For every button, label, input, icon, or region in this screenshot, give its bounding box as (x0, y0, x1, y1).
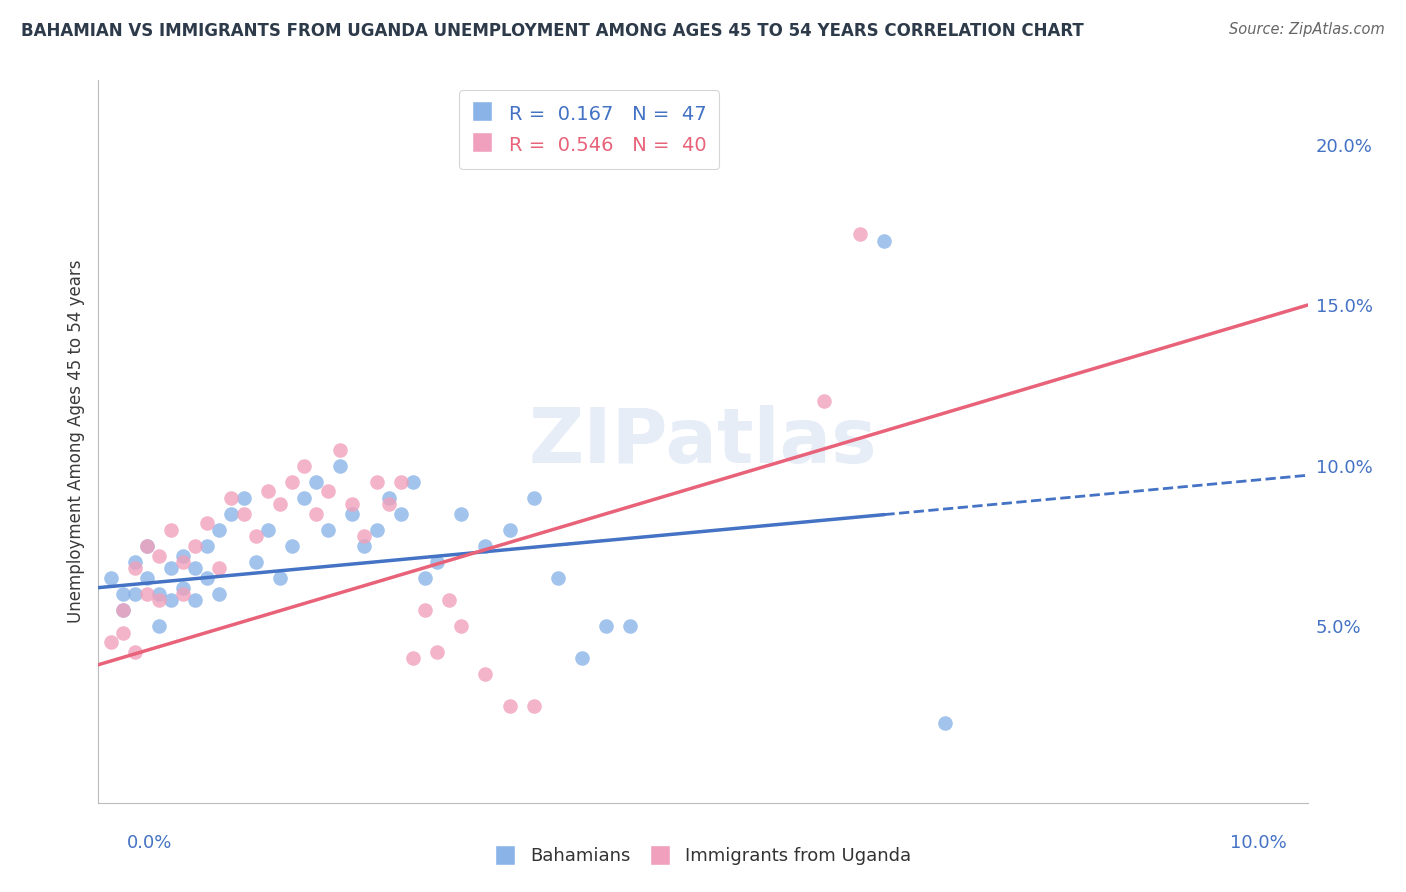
Point (135, 539, 157, 553)
Point (377, 497, 399, 511)
Point (305, 475, 328, 489)
Point (873, 234, 896, 248)
Legend: Bahamians, Immigrants from Uganda: Bahamians, Immigrants from Uganda (488, 840, 918, 872)
Point (160, 561, 183, 575)
Point (813, 394, 835, 409)
Point (208, 587, 231, 601)
Point (135, 539, 157, 553)
Point (426, 555, 449, 569)
Point (305, 507, 328, 521)
Point (245, 555, 267, 569)
Point (329, 458, 352, 473)
Point (111, 625, 134, 640)
Point (172, 549, 194, 563)
Point (849, 227, 872, 242)
Point (172, 587, 194, 601)
Point (256, 523, 278, 537)
Text: Source: ZipAtlas.com: Source: ZipAtlas.com (1229, 22, 1385, 37)
Point (172, 555, 194, 569)
Point (256, 484, 278, 499)
Point (148, 593, 170, 607)
Point (208, 561, 231, 575)
Point (269, 571, 291, 585)
Point (426, 645, 449, 659)
Point (184, 561, 207, 575)
Point (124, 561, 146, 575)
Point (329, 442, 352, 457)
Point (413, 571, 436, 585)
Point (413, 603, 436, 617)
Point (437, 593, 460, 607)
Point (498, 699, 520, 714)
Legend: R =  0.167   N =  47, R =  0.546   N =  40: R = 0.167 N = 47, R = 0.546 N = 40 (458, 90, 718, 169)
Point (124, 645, 146, 659)
Point (402, 475, 425, 489)
Point (232, 491, 254, 505)
Point (366, 523, 388, 537)
Point (195, 516, 218, 531)
Point (148, 549, 170, 563)
Point (100, 635, 122, 649)
Point (498, 523, 520, 537)
Point (474, 539, 496, 553)
Point (160, 523, 183, 537)
Point (195, 571, 218, 585)
Point (232, 507, 254, 521)
Point (135, 571, 157, 585)
Point (292, 458, 315, 473)
Text: ZIPatlas: ZIPatlas (529, 405, 877, 478)
Point (523, 491, 546, 505)
Point (474, 667, 496, 681)
Point (316, 484, 339, 499)
Point (245, 529, 267, 543)
Y-axis label: Unemployment Among Ages 45 to 54 years: Unemployment Among Ages 45 to 54 years (66, 260, 84, 624)
Point (377, 491, 399, 505)
Point (571, 651, 593, 665)
Text: BAHAMIAN VS IMMIGRANTS FROM UGANDA UNEMPLOYMENT AMONG AGES 45 TO 54 YEARS CORREL: BAHAMIAN VS IMMIGRANTS FROM UGANDA UNEMP… (21, 22, 1084, 40)
Point (100, 571, 122, 585)
Point (172, 581, 194, 595)
Point (450, 619, 472, 633)
Point (208, 523, 231, 537)
Point (148, 619, 170, 633)
Point (366, 475, 388, 489)
Text: 10.0%: 10.0% (1230, 834, 1286, 852)
Point (353, 539, 375, 553)
Point (184, 539, 207, 553)
Point (934, 715, 956, 730)
Point (402, 651, 425, 665)
Point (450, 507, 472, 521)
Point (148, 587, 170, 601)
Point (281, 475, 304, 489)
Point (292, 491, 315, 505)
Point (160, 593, 183, 607)
Point (124, 555, 146, 569)
Point (353, 529, 375, 543)
Point (389, 507, 412, 521)
Point (111, 587, 134, 601)
Point (281, 539, 304, 553)
Point (221, 507, 243, 521)
Point (595, 619, 617, 633)
Point (342, 507, 364, 521)
Point (221, 491, 243, 505)
Point (342, 497, 364, 511)
Point (547, 571, 569, 585)
Text: 0.0%: 0.0% (127, 834, 172, 852)
Point (269, 497, 291, 511)
Point (111, 603, 134, 617)
Point (184, 593, 207, 607)
Point (195, 539, 218, 553)
Point (111, 603, 134, 617)
Point (619, 619, 641, 633)
Point (316, 523, 339, 537)
Point (389, 475, 412, 489)
Point (523, 699, 546, 714)
Point (135, 587, 157, 601)
Point (124, 587, 146, 601)
